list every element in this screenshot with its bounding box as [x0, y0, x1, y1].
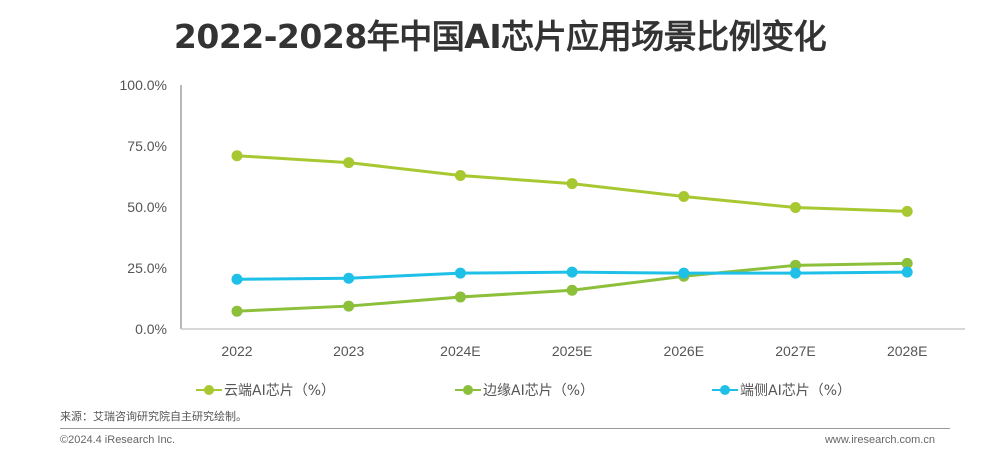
- data-point: [901, 266, 913, 278]
- legend-label: 端侧AI芯片（%）: [740, 383, 852, 399]
- x-tick-label: 2023: [333, 343, 364, 359]
- data-point: [678, 267, 690, 279]
- data-point: [678, 191, 690, 203]
- data-point: [901, 205, 913, 217]
- legend-marker-icon: [455, 385, 481, 395]
- y-tick-label: 0.0%: [135, 321, 167, 337]
- x-tick-label: 2028E: [887, 343, 927, 359]
- data-point: [343, 300, 355, 312]
- data-point: [790, 201, 801, 213]
- legend-item-cloud: 云端AI芯片（%）: [196, 380, 335, 400]
- website: www.iresearch.com.cn: [824, 434, 935, 446]
- data-point: [343, 157, 355, 169]
- data-point: [231, 305, 243, 317]
- chart-title: 2022-2028年中国AI芯片应用场景比例变化: [173, 17, 827, 56]
- data-point: [901, 257, 913, 269]
- legend-label: 边缘AI芯片（%）: [483, 383, 595, 399]
- x-tick-label: 2026E: [664, 343, 704, 359]
- data-point: [566, 266, 578, 278]
- legend-item-edge: 边缘AI芯片（%）: [455, 380, 594, 400]
- x-tick-label: 2024E: [440, 343, 480, 359]
- y-tick-label: 50.0%: [127, 199, 167, 215]
- data-point: [566, 284, 578, 296]
- data-point: [790, 259, 801, 271]
- line-chart: 0.0% 25.0% 50.0% 75.0% 100.0% 2022 2023 2024E 20…: [120, 77, 965, 359]
- y-tick-label: 25.0%: [127, 260, 167, 276]
- divider: [60, 428, 950, 429]
- y-tick-label: 100.0%: [120, 77, 167, 93]
- x-tick-label: 2025E: [552, 343, 592, 359]
- x-tick-label: 2027E: [775, 343, 815, 359]
- data-point: [454, 267, 466, 279]
- y-tick-label: 75.0%: [127, 138, 167, 154]
- legend-label: 云端AI芯片（%）: [224, 383, 336, 399]
- data-point: [566, 178, 578, 190]
- source-note: 来源：艾瑞咨询研究院自主研究绘制。: [60, 410, 247, 423]
- data-point: [231, 150, 243, 162]
- data-point: [454, 291, 466, 303]
- copyright: ©2024.4 iResearch Inc.: [60, 434, 176, 446]
- legend-marker-icon: [196, 385, 222, 395]
- data-point: [343, 272, 355, 284]
- data-point: [231, 273, 243, 285]
- data-point: [454, 170, 466, 182]
- data-point: [790, 267, 801, 279]
- legend-item-device: 端侧AI芯片（%）: [712, 380, 851, 400]
- x-tick-label: 2022: [221, 343, 252, 359]
- legend-marker-icon: [712, 385, 738, 395]
